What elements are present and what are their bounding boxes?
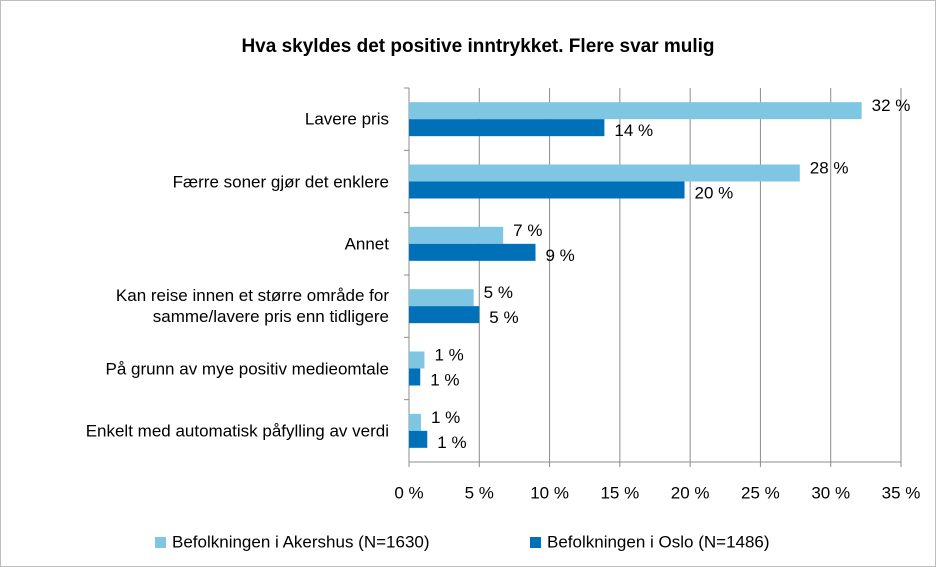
- value-label: 7 %: [513, 221, 542, 240]
- x-tick-label: 35 %: [882, 483, 921, 502]
- value-label: 14 %: [614, 121, 653, 140]
- x-tick-label: 25 %: [741, 483, 780, 502]
- bar: [409, 430, 428, 448]
- x-tick-label: 30 %: [811, 483, 850, 502]
- x-tick-label: 5 %: [465, 483, 494, 502]
- bar: [409, 243, 536, 261]
- value-label: 28 %: [810, 158, 849, 177]
- value-label: 9 %: [546, 246, 575, 265]
- y-tick-label: Kan reise innen et større område for sam…: [115, 286, 389, 327]
- bar: [409, 181, 685, 199]
- value-label: 32 %: [872, 96, 911, 115]
- value-label: 1 %: [430, 370, 459, 389]
- value-label: 1 %: [437, 433, 466, 452]
- bar: [409, 119, 605, 137]
- y-tick-label: Annet: [344, 234, 389, 254]
- bar: [409, 413, 421, 431]
- bar: [409, 368, 421, 386]
- value-label: 1 %: [434, 345, 463, 364]
- y-tick-label: Lavere pris: [304, 109, 389, 129]
- legend-label: Befolkningen i Oslo (N=1486): [547, 532, 770, 551]
- bar: [409, 226, 504, 244]
- value-label: 5 %: [484, 283, 513, 302]
- x-tick-label: 0 %: [394, 483, 423, 502]
- x-tick-label: 20 %: [671, 483, 710, 502]
- value-label: 5 %: [489, 308, 518, 327]
- y-tick-label: Færre soner gjør det enklere: [172, 172, 389, 191]
- chart-title: Hva skyldes det positive inntrykket. Fle…: [241, 36, 714, 57]
- x-tick-label: 10 %: [530, 483, 569, 502]
- y-tick-label: På grunn av mye positiv medieomtale: [105, 359, 389, 378]
- bar: [409, 102, 862, 120]
- value-label: 1 %: [431, 408, 460, 427]
- value-label: 20 %: [695, 183, 734, 202]
- legend-swatch: [530, 537, 541, 548]
- bar: [409, 306, 480, 324]
- y-tick-label: Enkelt med automatisk påfylling av verdi: [85, 421, 389, 441]
- legend-label: Befolkningen i Akershus (N=1630): [172, 532, 430, 551]
- legend-swatch: [155, 537, 166, 548]
- bar: [409, 289, 474, 307]
- bar: [409, 164, 800, 182]
- bar: [409, 351, 425, 369]
- x-tick-label: 15 %: [600, 483, 639, 502]
